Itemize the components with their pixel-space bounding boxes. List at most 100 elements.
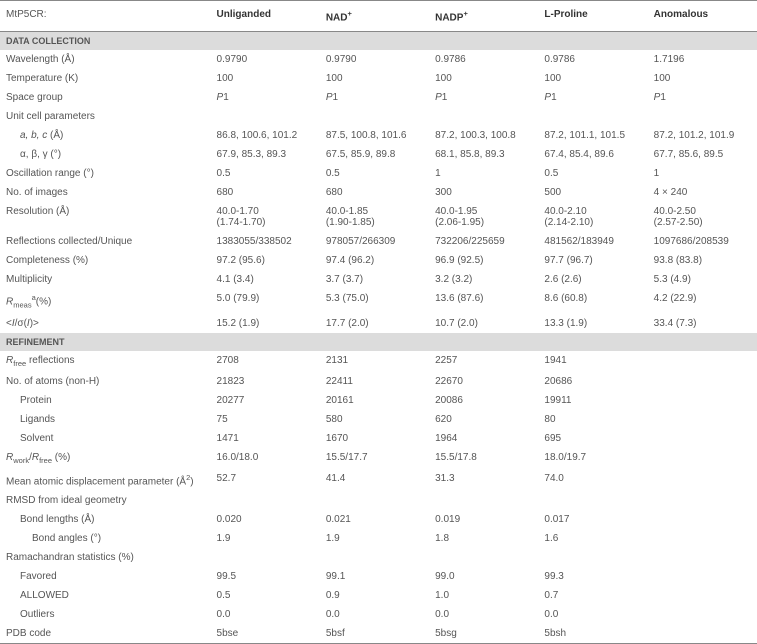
cell-value: 68.1, 85.8, 89.3 (429, 145, 538, 164)
cell-value (320, 107, 429, 126)
cell-value: 97.2 (95.6) (211, 251, 320, 270)
cell-value: 20161 (320, 391, 429, 410)
cell-value: 4.2 (22.9) (648, 289, 757, 313)
cell-value (648, 605, 757, 624)
row-label: Multiplicity (0, 270, 211, 289)
cell-value: 300 (429, 183, 538, 202)
table-row: Ramachandran statistics (%) (0, 548, 757, 567)
cell-value: 0.9790 (320, 50, 429, 69)
cell-value: 40.0-2.50(2.57-2.50) (648, 202, 757, 232)
table-row: Space groupP1P1P1P1P1 (0, 88, 757, 107)
cell-value: P1 (538, 88, 647, 107)
header-col: Unliganded (211, 1, 320, 32)
header-label: MtP5CR: (0, 1, 211, 32)
row-label: Unit cell parameters (0, 107, 211, 126)
table-row: Rmeasa(%)5.0 (79.9)5.3 (75.0)13.6 (87.6)… (0, 289, 757, 313)
table-row: Unit cell parameters (0, 107, 757, 126)
cell-value: 15.2 (1.9) (211, 314, 320, 333)
table-row: Solvent147116701964695 (0, 429, 757, 448)
cell-value (320, 548, 429, 567)
table-row: Rwork/Rfree (%)16.0/18.015.5/17.715.5/17… (0, 448, 757, 469)
cell-value: 100 (648, 69, 757, 88)
cell-value: 97.7 (96.7) (538, 251, 647, 270)
cell-value: 0.0 (429, 605, 538, 624)
table-row: α, β, γ (°)67.9, 85.3, 89.367.5, 85.9, 8… (0, 145, 757, 164)
row-label: ALLOWED (0, 586, 211, 605)
cell-value (648, 107, 757, 126)
cell-value: 74.0 (538, 469, 647, 491)
row-label: <I/σ(I)> (0, 314, 211, 333)
table-row: RMSD from ideal geometry (0, 491, 757, 510)
cell-value: 2708 (211, 351, 320, 372)
cell-value: 67.7, 85.6, 89.5 (648, 145, 757, 164)
cell-value: 52.7 (211, 469, 320, 491)
cell-value: 2257 (429, 351, 538, 372)
cell-value: 17.7 (2.0) (320, 314, 429, 333)
table-row: Resolution (Å)40.0-1.70(1.74-1.70)40.0-1… (0, 202, 757, 232)
cell-value: 0.0 (211, 605, 320, 624)
cell-value: 33.4 (7.3) (648, 314, 757, 333)
cell-value: 100 (538, 69, 647, 88)
row-label: Temperature (K) (0, 69, 211, 88)
cell-value: 0.7 (538, 586, 647, 605)
cell-value: 93.8 (83.8) (648, 251, 757, 270)
row-label: Outliers (0, 605, 211, 624)
cell-value (211, 491, 320, 510)
cell-value: 1.0 (429, 586, 538, 605)
header-col: NADP+ (429, 1, 538, 32)
cell-value: 978057/266309 (320, 232, 429, 251)
table-row: Favored99.599.199.099.3 (0, 567, 757, 586)
cell-value (648, 372, 757, 391)
table-row: a, b, c (Å)86.8, 100.6, 101.287.5, 100.8… (0, 126, 757, 145)
table-row: Multiplicity4.1 (3.4)3.7 (3.7)3.2 (3.2)2… (0, 270, 757, 289)
row-label: Rmeasa(%) (0, 289, 211, 313)
cell-value: 5bsf (320, 624, 429, 644)
row-label: Rwork/Rfree (%) (0, 448, 211, 469)
crystallography-table: MtP5CR: Unliganded NAD+ NADP+ L-Proline … (0, 0, 757, 644)
cell-value: 0.5 (538, 164, 647, 183)
cell-value (648, 529, 757, 548)
row-label: Ligands (0, 410, 211, 429)
cell-value: 3.2 (3.2) (429, 270, 538, 289)
row-label: Favored (0, 567, 211, 586)
cell-value: 1.8 (429, 529, 538, 548)
cell-value: 5.3 (75.0) (320, 289, 429, 313)
table-row: Temperature (K)100100100100100 (0, 69, 757, 88)
cell-value: 2.6 (2.6) (538, 270, 647, 289)
cell-value (538, 548, 647, 567)
table-header: MtP5CR: Unliganded NAD+ NADP+ L-Proline … (0, 1, 757, 32)
section-header: REFINEMENT (0, 333, 757, 351)
cell-value: 80 (538, 410, 647, 429)
cell-value: 67.5, 85.9, 89.8 (320, 145, 429, 164)
cell-value: 3.7 (3.7) (320, 270, 429, 289)
cell-value: 19911 (538, 391, 647, 410)
cell-value: 40.0-1.95(2.06-1.95) (429, 202, 538, 232)
row-label: Bond angles (°) (0, 529, 211, 548)
cell-value: 0.9786 (429, 50, 538, 69)
cell-value (429, 548, 538, 567)
cell-value: 40.0-2.10(2.14-2.10) (538, 202, 647, 232)
cell-value (648, 448, 757, 469)
table-row: <I/σ(I)>15.2 (1.9)17.7 (2.0)10.7 (2.0)13… (0, 314, 757, 333)
row-label: Oscillation range (°) (0, 164, 211, 183)
cell-value: 0.0 (320, 605, 429, 624)
cell-value: 0.019 (429, 510, 538, 529)
cell-value: 41.4 (320, 469, 429, 491)
cell-value: 5bse (211, 624, 320, 644)
cell-value: 100 (320, 69, 429, 88)
cell-value (648, 548, 757, 567)
cell-value: 0.021 (320, 510, 429, 529)
cell-value: 40.0-1.85(1.90-1.85) (320, 202, 429, 232)
cell-value: 1383055/338502 (211, 232, 320, 251)
row-label: Space group (0, 88, 211, 107)
cell-value: 67.9, 85.3, 89.3 (211, 145, 320, 164)
cell-value: 20686 (538, 372, 647, 391)
cell-value (648, 351, 757, 372)
cell-value: 0.9 (320, 586, 429, 605)
row-label: No. of atoms (non-H) (0, 372, 211, 391)
cell-value: 87.2, 101.1, 101.5 (538, 126, 647, 145)
cell-value: 1 (648, 164, 757, 183)
table-row: Bond lengths (Å)0.0200.0210.0190.017 (0, 510, 757, 529)
row-label: α, β, γ (°) (0, 145, 211, 164)
cell-value: 75 (211, 410, 320, 429)
